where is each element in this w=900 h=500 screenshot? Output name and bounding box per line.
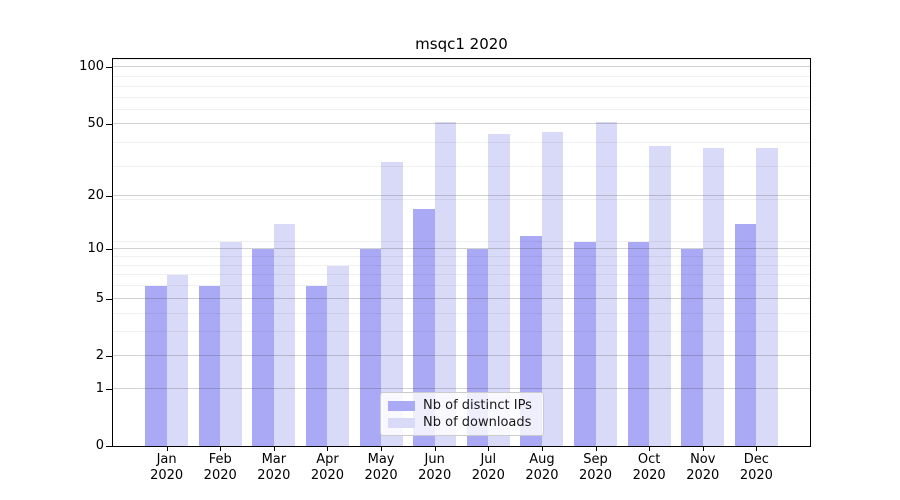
major-gridline xyxy=(113,298,810,300)
x-tick-label-apr: Apr 2020 xyxy=(310,452,344,483)
x-tick-label-nov: Nov 2020 xyxy=(686,452,720,483)
x-tick-label-aug: Aug 2020 xyxy=(525,452,559,483)
x-tick-label-oct: Oct 2020 xyxy=(632,452,666,483)
minor-gridline xyxy=(113,331,810,333)
x-tick-mark xyxy=(434,446,436,451)
bar-downloads-oct xyxy=(649,145,671,446)
minor-gridline xyxy=(113,241,810,243)
y-tick-mark xyxy=(106,389,112,391)
x-tick-mark xyxy=(273,446,275,451)
bar-downloads-mar xyxy=(273,223,296,446)
bar-downloads-apr xyxy=(327,265,349,446)
legend-label-distinct-ips: Nb of distinct IPs xyxy=(423,398,532,413)
x-tick-label-mar: Mar 2020 xyxy=(257,452,291,483)
bar-distinct-ips-apr xyxy=(306,286,328,446)
x-tick-label-may: May 2020 xyxy=(364,452,398,483)
minor-gridline xyxy=(113,75,810,77)
x-tick-mark xyxy=(166,446,168,451)
bar-downloads-feb xyxy=(220,242,242,446)
y-tick-mark xyxy=(106,196,112,198)
y-tick-label: 1 xyxy=(95,381,104,397)
bar-downloads-jul xyxy=(488,133,510,446)
legend: Nb of distinct IPs Nb of downloads xyxy=(380,392,544,436)
bar-downloads-jun xyxy=(434,121,457,446)
bar-downloads-dec xyxy=(756,147,778,446)
minor-gridline xyxy=(113,313,810,314)
chart-title: msqc1 2020 xyxy=(415,35,508,53)
minor-gridline xyxy=(113,199,810,201)
bar-downloads-nov xyxy=(702,147,725,446)
major-gridline xyxy=(113,195,810,197)
x-tick-label-feb: Feb 2020 xyxy=(203,452,237,483)
y-tick-mark xyxy=(106,355,112,357)
y-tick-mark xyxy=(106,446,112,447)
major-gridline xyxy=(113,354,810,356)
y-tick-label: 100 xyxy=(79,59,104,75)
y-tick-mark xyxy=(106,67,112,69)
bar-distinct-ips-may xyxy=(359,249,382,446)
minor-gridline xyxy=(113,274,810,276)
bar-downloads-may xyxy=(381,161,403,446)
y-tick-label: 0 xyxy=(95,438,104,453)
y-tick-label: 5 xyxy=(95,291,104,307)
bar-downloads-sep xyxy=(595,121,617,446)
minor-gridline xyxy=(113,109,810,111)
x-tick-mark xyxy=(541,446,543,451)
major-gridline xyxy=(113,122,810,124)
minor-gridline xyxy=(113,59,810,61)
x-tick-label-jul: Jul 2020 xyxy=(471,452,505,483)
x-tick-mark xyxy=(488,446,490,451)
y-tick-label: 2 xyxy=(95,347,104,363)
x-tick-mark xyxy=(327,446,329,451)
bar-distinct-ips-feb xyxy=(198,286,221,446)
x-tick-mark xyxy=(220,446,222,451)
minor-gridline xyxy=(113,256,810,258)
minor-gridline xyxy=(113,285,810,287)
bar-distinct-ips-mar xyxy=(252,249,274,446)
minor-gridline xyxy=(113,96,810,98)
bar-distinct-ips-jan xyxy=(145,286,167,446)
major-gridline xyxy=(113,66,810,68)
bar-distinct-ips-oct xyxy=(627,242,650,446)
legend-swatch-downloads xyxy=(388,417,415,428)
x-tick-label-jan: Jan 2020 xyxy=(150,452,184,483)
bar-downloads-jan xyxy=(166,275,189,446)
bar-distinct-ips-sep xyxy=(574,242,596,446)
legend-item-downloads: Nb of downloads xyxy=(388,414,536,431)
minor-gridline xyxy=(113,264,810,266)
x-tick-label-sep: Sep 2020 xyxy=(578,452,613,483)
y-tick-mark xyxy=(106,249,112,251)
x-tick-mark xyxy=(649,446,651,451)
x-tick-mark xyxy=(756,446,758,451)
plot-area xyxy=(112,58,811,447)
y-tick-label: 20 xyxy=(87,188,104,204)
bar-downloads-aug xyxy=(541,131,564,446)
y-tick-mark xyxy=(106,123,112,125)
y-tick-label: 10 xyxy=(87,241,104,257)
bar-distinct-ips-nov xyxy=(681,249,703,446)
x-tick-mark xyxy=(702,446,704,451)
bar-distinct-ips-dec xyxy=(734,223,757,446)
minor-gridline xyxy=(113,142,810,144)
y-tick-mark xyxy=(106,299,112,301)
major-gridline xyxy=(113,388,810,390)
legend-swatch-distinct-ips xyxy=(388,400,415,411)
x-tick-label-jun: Jun 2020 xyxy=(418,452,452,483)
x-tick-mark xyxy=(381,446,383,451)
minor-gridline xyxy=(113,85,810,87)
y-tick-label: 50 xyxy=(87,115,104,131)
bar-distinct-ips-jun xyxy=(413,208,435,446)
major-gridline xyxy=(113,248,810,250)
legend-item-distinct-ips: Nb of distinct IPs xyxy=(388,397,536,414)
minor-gridline xyxy=(113,166,810,168)
legend-label-downloads: Nb of downloads xyxy=(423,415,532,430)
x-tick-label-dec: Dec 2020 xyxy=(739,452,773,483)
x-tick-mark xyxy=(595,446,597,451)
